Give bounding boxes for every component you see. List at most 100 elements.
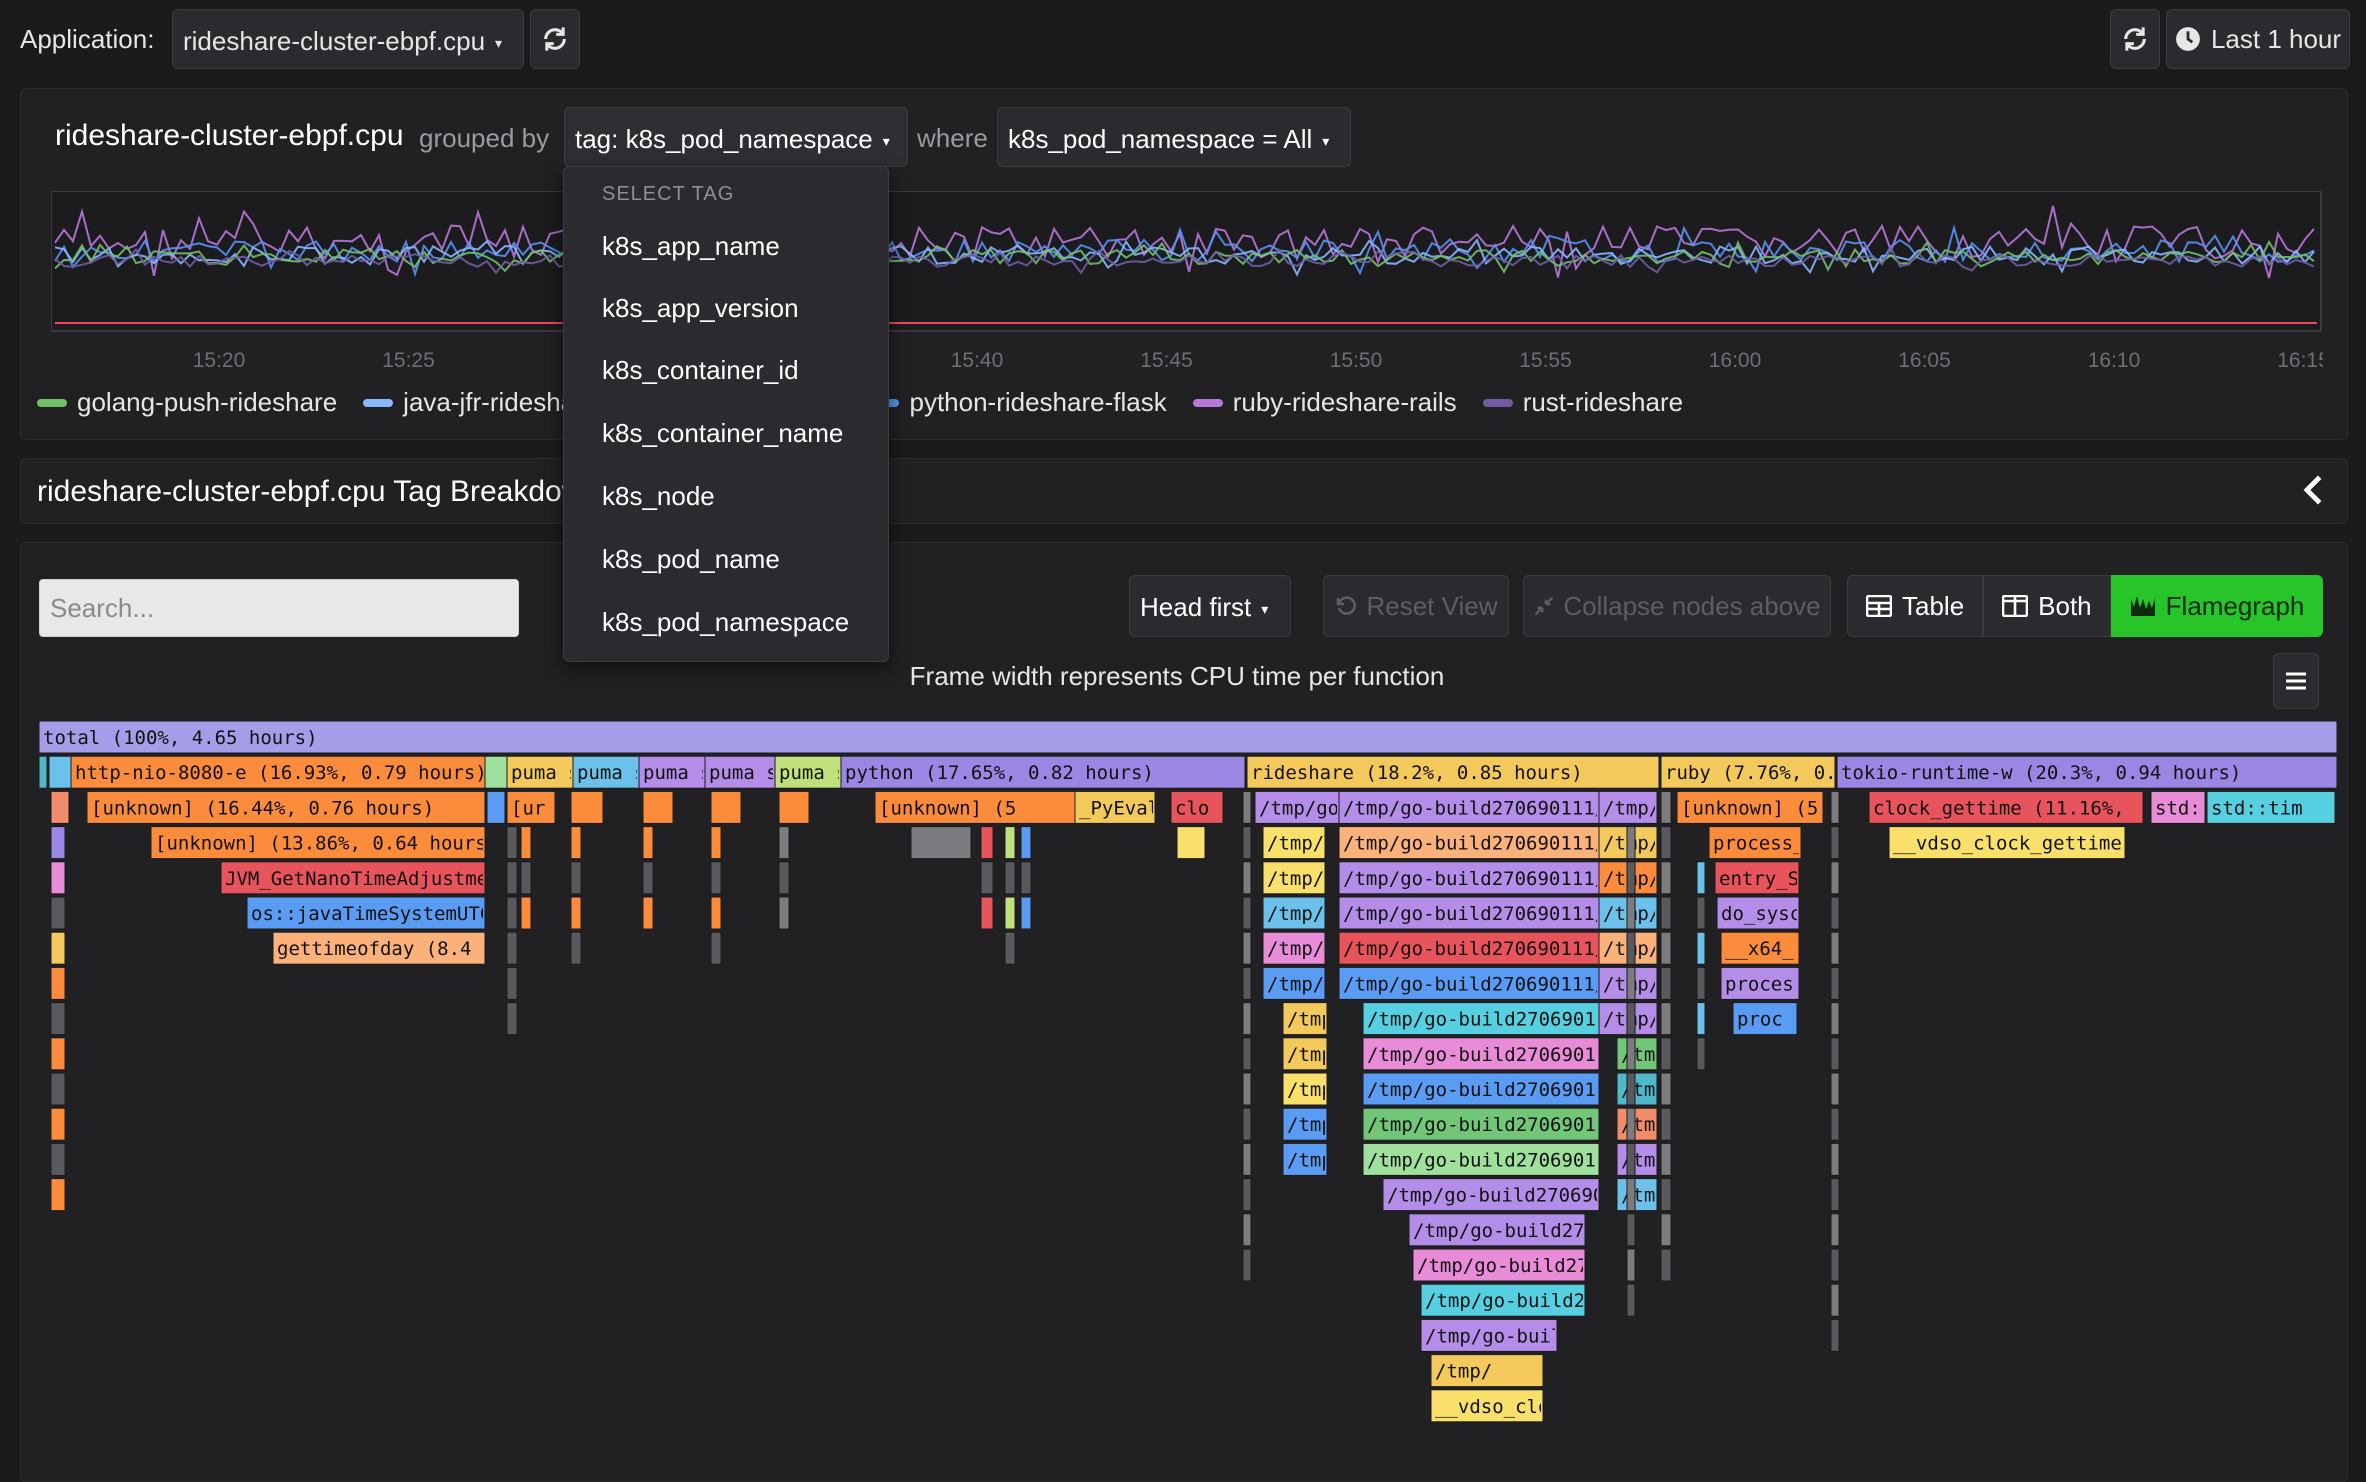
flame-frame[interactable]: __vdso_clo <box>1430 1389 1549 1423</box>
flame-frame[interactable] <box>1660 896 1672 930</box>
flame-frame[interactable]: /tmp/go-build270690111/ <box>1382 1178 1650 1212</box>
flame-frame[interactable] <box>1830 861 1840 895</box>
flame-frame[interactable]: /tmp/go-build270690111/ <box>1338 861 1606 895</box>
flame-frame[interactable] <box>520 896 532 930</box>
legend-item[interactable]: python-rideshare-flask <box>869 387 1167 418</box>
flame-frame[interactable] <box>1830 966 1840 1000</box>
flame-frame[interactable]: _PyEval_ <box>1074 790 1171 824</box>
flame-frame[interactable]: http-nio-8080-e (16.93%, 0.79 hours) <box>70 755 487 789</box>
flame-frame[interactable]: /tmp/ <box>1430 1354 1544 1388</box>
flame-frame[interactable]: tokio-runtime-w (20.3%, 0.94 hours) <box>1836 755 2338 789</box>
flame-frame[interactable] <box>778 790 810 824</box>
legend-item[interactable]: golang-push-rideshare <box>37 387 337 418</box>
flame-frame[interactable]: do_sysc <box>1716 896 1801 930</box>
flame-frame[interactable] <box>506 931 518 965</box>
flame-frame[interactable] <box>1020 861 1032 895</box>
flame-frame[interactable]: /tmp/ <box>1262 896 1326 930</box>
flame-frame[interactable] <box>710 931 722 965</box>
flame-frame[interactable]: /tmp/go-build270690111/ <box>1362 1037 1630 1071</box>
flame-frame[interactable]: /tmp/go-build270690111/ <box>1420 1283 1688 1317</box>
flame-frame[interactable] <box>1242 1037 1252 1071</box>
flame-frame[interactable] <box>38 755 48 789</box>
flame-frame[interactable]: entry_S <box>1714 861 1800 895</box>
flame-frame[interactable]: clock_gettime (11.16%, <box>1868 790 2144 824</box>
flame-frame[interactable] <box>1696 966 1706 1000</box>
flame-frame[interactable]: /tmp/ <box>1262 861 1326 895</box>
flame-frame[interactable] <box>506 896 518 930</box>
flame-frame[interactable] <box>1004 861 1016 895</box>
legend-item[interactable]: ruby-rideshare-rails <box>1192 387 1457 418</box>
flame-frame[interactable] <box>710 826 722 860</box>
flame-frame[interactable]: /tmp/go-build270690111/ <box>1420 1318 1688 1352</box>
flame-frame[interactable] <box>50 826 66 860</box>
flame-frame[interactable]: process_ <box>1708 826 1805 860</box>
flame-frame[interactable] <box>710 790 742 824</box>
flame-frame[interactable] <box>506 861 518 895</box>
dropdown-item-k8s-app-name[interactable]: k8s_app_name <box>602 231 780 261</box>
flame-frame[interactable]: [unknown] (5 <box>1676 790 1824 824</box>
flame-frame[interactable]: /tmp/ <box>1282 1107 1344 1141</box>
flame-frame[interactable] <box>778 826 790 860</box>
flame-frame[interactable] <box>1660 1178 1672 1212</box>
flame-frame[interactable]: /tmp/ <box>1262 931 1326 965</box>
flame-frame[interactable] <box>1242 1107 1252 1141</box>
flame-frame[interactable]: gettimeofday (8.4 <box>272 931 486 965</box>
flame-frame[interactable] <box>1626 1248 1636 1282</box>
flame-frame[interactable] <box>1626 1142 1636 1176</box>
flame-frame[interactable]: puma s <box>774 755 848 789</box>
flame-frame[interactable]: ruby (7.76%, 0.3 <box>1660 755 1848 789</box>
flame-frame[interactable]: /tmp/go-build270690111/ <box>1338 826 1606 860</box>
flame-frame[interactable]: __vdso_clock_gettime <box>1888 826 2126 860</box>
flame-frame[interactable] <box>910 826 972 860</box>
flame-frame[interactable]: os::javaTimeSystemUTC <box>246 896 491 930</box>
flame-frame[interactable] <box>980 826 994 860</box>
flame-frame[interactable] <box>1242 966 1252 1000</box>
flame-frame[interactable] <box>1830 1178 1840 1212</box>
flame-frame[interactable]: python (17.65%, 0.82 hours) <box>840 755 1246 789</box>
collapse-nodes-button[interactable]: Collapse nodes above <box>1523 575 1831 637</box>
flame-frame[interactable] <box>50 896 66 930</box>
flame-frame[interactable] <box>48 755 72 789</box>
flame-frame[interactable] <box>1626 896 1636 930</box>
dropdown-item-k8s-node[interactable]: k8s_node <box>602 481 715 511</box>
table-view-button[interactable]: Table <box>1847 575 1984 637</box>
flame-frame[interactable]: [ur <box>506 790 556 824</box>
flame-frame[interactable] <box>1830 1107 1840 1141</box>
flame-frame[interactable] <box>1660 1213 1672 1247</box>
flame-frame[interactable]: /tmp/go <box>1254 790 1340 824</box>
flame-frame[interactable] <box>1696 1037 1706 1071</box>
flame-frame[interactable]: /tmp/ <box>1616 1072 1678 1106</box>
flame-frame[interactable] <box>1696 1002 1706 1036</box>
timeline-chart[interactable]: 15:2015:2515:3015:3515:4015:4515:5015:55… <box>51 191 2323 381</box>
flame-frame[interactable] <box>50 790 70 824</box>
flame-frame[interactable] <box>570 931 582 965</box>
flame-frame[interactable] <box>1626 1002 1636 1036</box>
chevron-left-icon[interactable] <box>2299 473 2329 507</box>
flame-frame[interactable] <box>1830 1283 1840 1317</box>
flame-frame[interactable] <box>1626 1213 1636 1247</box>
flame-frame[interactable] <box>50 966 66 1000</box>
time-range-button[interactable]: Last 1 hour <box>2166 9 2350 69</box>
flame-frame[interactable]: puma s <box>638 755 712 789</box>
flame-frame[interactable]: total (100%, 4.65 hours) <box>38 720 2338 754</box>
flame-frame[interactable] <box>50 1107 66 1141</box>
flame-frame[interactable]: puma s <box>506 755 580 789</box>
flame-frame[interactable] <box>1242 826 1252 860</box>
flamegraph[interactable]: total (100%, 4.65 hours) http-nio-8080-e … <box>21 543 2348 1482</box>
flame-frame[interactable] <box>570 826 582 860</box>
flame-frame[interactable]: /tmp/go-build270690111/ <box>1338 931 1606 965</box>
flame-frame[interactable] <box>778 896 790 930</box>
flame-frame[interactable] <box>1242 1248 1252 1282</box>
flame-frame[interactable] <box>1660 861 1672 895</box>
flame-frame[interactable]: clo <box>1170 790 1224 824</box>
flame-frame[interactable] <box>642 826 654 860</box>
flame-frame[interactable] <box>1830 1318 1840 1352</box>
global-refresh-button[interactable] <box>2110 9 2160 69</box>
flame-frame[interactable]: /tmp/ <box>1282 1002 1344 1036</box>
flame-frame[interactable]: /tmp/go-build270690111/ <box>1338 966 1606 1000</box>
dropdown-item-k8s-pod-namespace[interactable]: k8s_pod_namespace <box>602 607 850 637</box>
flame-frame[interactable]: /tmp/go-build270690111/ <box>1412 1248 1680 1282</box>
flame-frame[interactable]: /tmp/ <box>1282 1037 1344 1071</box>
flame-frame[interactable] <box>1626 1283 1636 1317</box>
flame-frame[interactable]: /tmp/ <box>1262 826 1326 860</box>
